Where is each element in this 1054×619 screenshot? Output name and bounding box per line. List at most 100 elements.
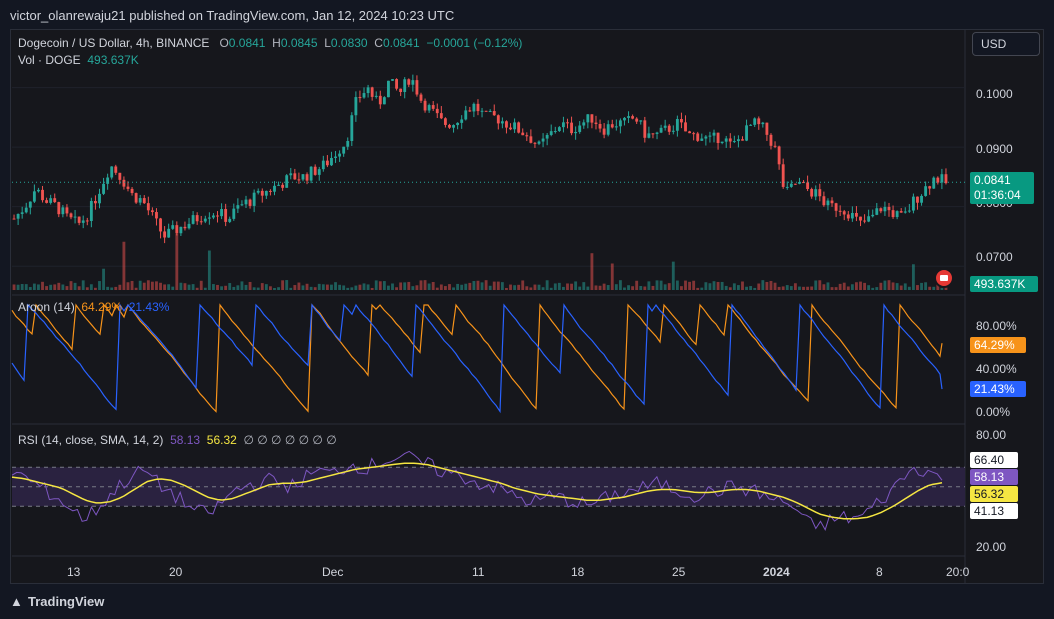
aroon-label[interactable]: Aroon (14) xyxy=(18,300,75,314)
currency-button[interactable]: USD xyxy=(972,32,1040,56)
candle-body xyxy=(623,117,626,121)
volume-bar xyxy=(313,287,317,290)
volume-bar xyxy=(346,287,350,290)
candle-body xyxy=(899,211,903,213)
volume-bar xyxy=(220,286,224,290)
volume-value: 493.637K xyxy=(87,53,139,67)
candle-body xyxy=(155,212,158,219)
close-label: C xyxy=(374,36,383,50)
volume-bar xyxy=(28,287,32,290)
volume-bar xyxy=(20,284,24,290)
volume-bar xyxy=(736,285,740,290)
volume-bar xyxy=(203,287,207,290)
candle-body xyxy=(236,205,240,209)
candle-body xyxy=(907,210,911,212)
candle-body xyxy=(159,218,162,232)
candle-body xyxy=(102,183,105,194)
volume-bar xyxy=(301,285,305,290)
volume-bar xyxy=(354,285,358,290)
volume-bar xyxy=(89,284,93,290)
volume-bar xyxy=(41,281,44,290)
volume-bar xyxy=(439,284,443,290)
candle-body xyxy=(537,141,541,144)
volume-bar xyxy=(61,284,65,290)
volume-bar xyxy=(582,282,586,290)
candle-body xyxy=(207,217,211,219)
time-axis-label: Dec xyxy=(322,565,344,579)
candle-body xyxy=(378,95,382,105)
volume-bar xyxy=(281,280,285,290)
volume-bar xyxy=(566,283,569,290)
candle-body xyxy=(814,189,818,197)
tradingview-logo[interactable]: ▲ TradingView xyxy=(10,594,104,609)
candle-body xyxy=(781,164,785,187)
candle-body xyxy=(325,160,329,166)
candle-body xyxy=(411,80,415,85)
volume-bar xyxy=(757,283,761,290)
volume-bar xyxy=(887,280,891,290)
volume-bar xyxy=(594,285,598,290)
volume-bar xyxy=(110,287,114,290)
volume-bar xyxy=(289,287,293,290)
candle-body xyxy=(16,213,20,219)
candle-body xyxy=(631,116,635,119)
volume-bar xyxy=(793,283,797,290)
candle-body xyxy=(749,124,753,126)
candle-body xyxy=(846,214,850,219)
candle-body xyxy=(431,105,435,109)
candle-body xyxy=(362,93,366,98)
symbol-label[interactable]: Dogecoin / US Dollar, 4h, BINANCE xyxy=(18,36,210,50)
candle-body xyxy=(830,200,834,204)
candle-body xyxy=(382,97,386,105)
rsi-label[interactable]: RSI (14, close, SMA, 14, 2) xyxy=(18,433,164,447)
candle-body xyxy=(863,220,866,222)
candle-body xyxy=(216,215,219,217)
candle-body xyxy=(138,198,142,203)
volume-bar xyxy=(277,287,280,290)
close-value: 0.0841 xyxy=(382,36,420,50)
volume-bar xyxy=(574,281,578,290)
candle-body xyxy=(65,207,69,214)
candle-body xyxy=(468,110,472,112)
candle-body xyxy=(773,145,777,147)
volume-bar xyxy=(570,283,573,290)
volume-bar xyxy=(179,282,183,290)
volume-bar xyxy=(431,281,435,290)
candle-body xyxy=(439,113,443,119)
candle-body xyxy=(842,211,846,215)
volume-bar xyxy=(350,287,354,290)
volume-bar xyxy=(708,283,712,290)
volume-bar xyxy=(806,286,810,290)
candle-body xyxy=(24,207,28,213)
candle-body xyxy=(651,133,655,135)
candle-body xyxy=(301,174,305,180)
volume-bar xyxy=(745,286,748,290)
volume-bar xyxy=(325,284,329,290)
candle-body xyxy=(557,127,561,131)
candle-body xyxy=(252,192,256,206)
volume-bar xyxy=(171,286,175,290)
candle-body xyxy=(940,174,944,183)
volume-bar xyxy=(557,282,561,290)
candle-body xyxy=(37,189,40,192)
volume-bar xyxy=(553,283,557,290)
volume-bar xyxy=(647,281,651,290)
aroon-axis-label: 0.00% xyxy=(976,405,1011,419)
candle-body xyxy=(700,138,704,141)
price-axis-label: 0.0700 xyxy=(976,250,1013,264)
candle-body xyxy=(281,184,285,188)
candle-body xyxy=(476,103,480,112)
volume-bar xyxy=(826,282,830,290)
us-flag-icon[interactable] xyxy=(934,268,954,288)
candle-body xyxy=(582,122,586,126)
candle-body xyxy=(228,218,232,222)
rsi-sma-line xyxy=(11,462,943,520)
volume-bar xyxy=(37,284,40,290)
candle-body xyxy=(81,220,85,223)
candle-body xyxy=(887,206,891,211)
volume-bar xyxy=(541,287,545,290)
volume-bar xyxy=(663,284,667,290)
aroon-down-tag: 21.43% xyxy=(970,381,1026,397)
candle-body xyxy=(126,186,130,189)
